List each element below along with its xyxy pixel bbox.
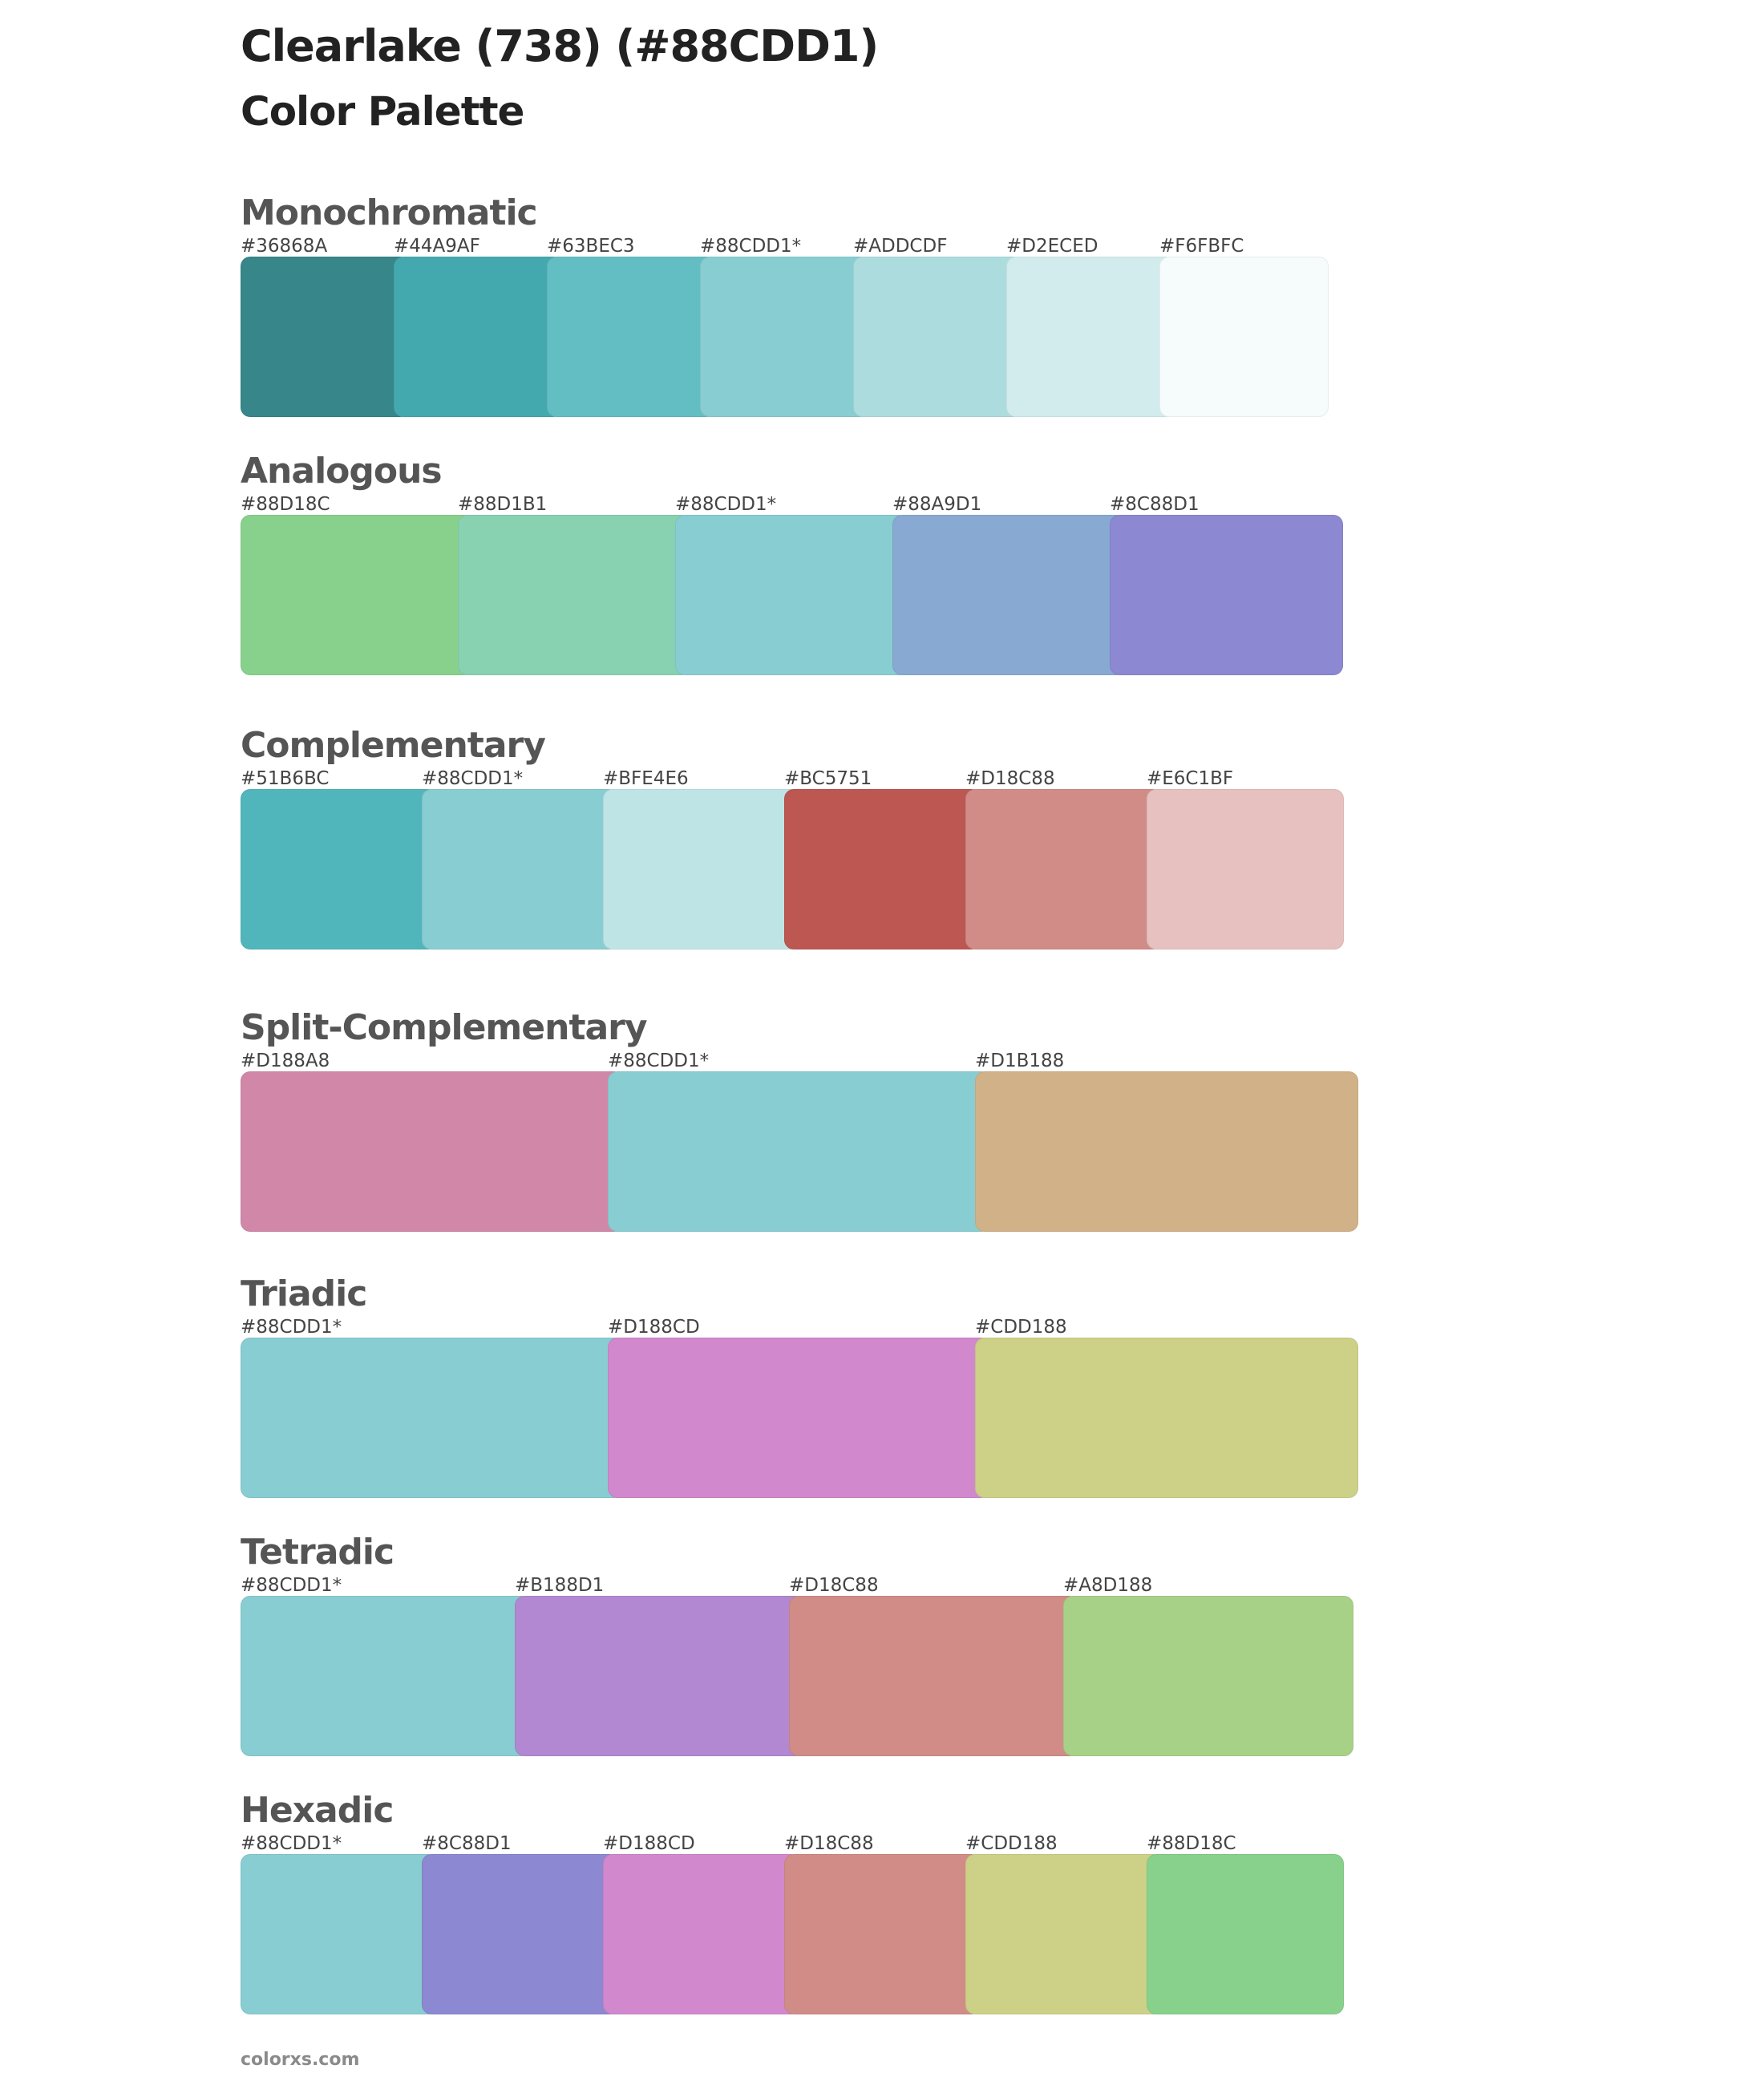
swatch-hex-label: #44A9AF	[394, 236, 480, 257]
section-analogous: Analogous #88D18C #88D1B1 #88CDD1* #88A9D1 #8…	[241, 449, 1343, 675]
color-swatch[interactable]	[608, 1071, 991, 1232]
swatch-hex-label: #D188A8	[241, 1051, 330, 1071]
swatch-hex-label: #D18C88	[784, 1833, 874, 1854]
color-swatch[interactable]	[241, 789, 438, 949]
swatch-hex-label: #8C88D1	[422, 1833, 512, 1854]
color-swatch[interactable]	[394, 257, 563, 417]
swatch-hex-label: #D2ECED	[1006, 236, 1098, 257]
color-swatch[interactable]	[965, 789, 1163, 949]
swatch-hex-label: #BC5751	[784, 768, 872, 789]
section-title: Triadic	[241, 1273, 367, 1314]
color-swatch[interactable]	[515, 1596, 805, 1756]
swatch-hex-label: #BFE4E6	[603, 768, 689, 789]
swatch-labels: #88D18C #88D1B1 #88CDD1* #88A9D1 #8C88D1	[241, 494, 1200, 515]
color-swatch[interactable]	[892, 515, 1126, 675]
color-swatch[interactable]	[241, 1596, 531, 1756]
swatch-hex-label: #F6FBFC	[1159, 236, 1244, 257]
color-swatch[interactable]	[1110, 515, 1343, 675]
swatch-hex-label: #CDD188	[975, 1317, 1067, 1338]
color-swatch[interactable]	[241, 257, 410, 417]
section-title: Tetradic	[241, 1532, 394, 1573]
color-swatch[interactable]	[784, 789, 981, 949]
swatch-hex-label: #E6C1BF	[1147, 768, 1234, 789]
swatch-hex-label: #D188CD	[603, 1833, 695, 1854]
swatch-hex-label: #88CDD1*	[700, 236, 802, 257]
color-swatch[interactable]	[241, 515, 474, 675]
swatch-labels: #D188A8 #88CDD1* #D1B188	[241, 1051, 1064, 1071]
section-title: Hexadic	[241, 1790, 394, 1831]
color-swatch[interactable]	[547, 257, 716, 417]
section-monochromatic: Monochromatic #36868A #44A9AF #63BEC3 #88CDD…	[241, 191, 1329, 417]
swatch-strip	[241, 1338, 1358, 1498]
color-swatch[interactable]	[1006, 257, 1175, 417]
section-tetradic: Tetradic #88CDD1* #B188D1 #D18C88 #A8D188	[241, 1530, 1353, 1756]
swatch-labels: #88CDD1* #8C88D1 #D188CD #D18C88 #CDD188 #88D…	[241, 1833, 1236, 1854]
swatch-strip	[241, 1071, 1358, 1232]
page-subtitle: Color Palette	[241, 88, 524, 135]
footer-site-name: colorxs.com	[241, 2050, 360, 2070]
swatch-labels: #51B6BC #88CDD1* #BFE4E6 #BC5751 #D18C88 #E6C…	[241, 768, 1233, 789]
swatch-hex-label: #51B6BC	[241, 768, 330, 789]
swatch-hex-label: #CDD188	[965, 1833, 1058, 1854]
color-swatch[interactable]	[784, 1854, 981, 2014]
color-swatch[interactable]	[241, 1854, 438, 2014]
section-title: Analogous	[241, 451, 443, 492]
swatch-hex-label: #D18C88	[965, 768, 1055, 789]
color-swatch[interactable]	[603, 1854, 800, 2014]
color-swatch[interactable]	[965, 1854, 1163, 2014]
color-swatch[interactable]	[241, 1071, 624, 1232]
swatch-hex-label: #88CDD1*	[675, 494, 777, 515]
swatch-hex-label: #88CDD1*	[241, 1575, 342, 1596]
color-swatch[interactable]	[1063, 1596, 1353, 1756]
swatch-labels: #88CDD1* #D188CD #CDD188	[241, 1317, 1067, 1338]
swatch-hex-label: #88CDD1*	[241, 1317, 342, 1338]
swatch-hex-label: #D1B188	[975, 1051, 1065, 1071]
swatch-hex-label: #88CDD1*	[608, 1051, 710, 1071]
swatch-hex-label: #D18C88	[789, 1575, 879, 1596]
swatch-labels: #36868A #44A9AF #63BEC3 #88CDD1* #ADDCDF #D2E…	[241, 236, 1244, 257]
swatch-hex-label: #A8D188	[1063, 1575, 1153, 1596]
color-swatch[interactable]	[700, 257, 869, 417]
section-split-complementary: Split-Complementary #D188A8 #88CDD1* #D1B18…	[241, 1006, 1358, 1232]
swatch-hex-label: #88D18C	[1147, 1833, 1236, 1854]
swatch-hex-label: #D188CD	[608, 1317, 700, 1338]
swatch-strip	[241, 1596, 1353, 1756]
color-swatch[interactable]	[458, 515, 691, 675]
section-hexadic: Hexadic #88CDD1* #8C88D1 #D188CD #D18C88 #CDD…	[241, 1788, 1344, 2014]
swatch-hex-label: #B188D1	[515, 1575, 605, 1596]
swatch-hex-label: #8C88D1	[1110, 494, 1200, 515]
swatch-hex-label: #88CDD1*	[241, 1833, 342, 1854]
section-title: Monochromatic	[241, 192, 538, 233]
swatch-hex-label: #88A9D1	[892, 494, 982, 515]
section-title: Complementary	[241, 725, 546, 766]
swatch-strip	[241, 1854, 1344, 2014]
swatch-hex-label: #88CDD1*	[422, 768, 524, 789]
section-title: Split-Complementary	[241, 1007, 648, 1048]
swatch-hex-label: #88D1B1	[458, 494, 548, 515]
color-swatch[interactable]	[603, 789, 800, 949]
color-swatch[interactable]	[675, 515, 908, 675]
swatch-hex-label: #63BEC3	[547, 236, 635, 257]
color-swatch[interactable]	[1159, 257, 1329, 417]
swatch-hex-label: #36868A	[241, 236, 328, 257]
page-title: Clearlake (738) (#88CDD1)	[241, 21, 879, 71]
color-swatch[interactable]	[975, 1071, 1358, 1232]
color-swatch[interactable]	[853, 257, 1022, 417]
color-swatch[interactable]	[1147, 789, 1344, 949]
section-complementary: Complementary #51B6BC #88CDD1* #BFE4E6 #BC57…	[241, 723, 1344, 949]
color-swatch[interactable]	[975, 1338, 1358, 1498]
swatch-strip	[241, 515, 1343, 675]
swatch-labels: #88CDD1* #B188D1 #D18C88 #A8D188	[241, 1575, 1152, 1596]
color-swatch[interactable]	[422, 789, 619, 949]
swatch-hex-label: #88D18C	[241, 494, 330, 515]
swatch-strip	[241, 789, 1344, 949]
color-swatch[interactable]	[789, 1596, 1079, 1756]
swatch-strip	[241, 257, 1329, 417]
section-triadic: Triadic #88CDD1* #D188CD #CDD188	[241, 1272, 1358, 1498]
color-swatch[interactable]	[608, 1338, 991, 1498]
color-swatch[interactable]	[1147, 1854, 1344, 2014]
color-swatch[interactable]	[241, 1338, 624, 1498]
color-swatch[interactable]	[422, 1854, 619, 2014]
swatch-hex-label: #ADDCDF	[853, 236, 948, 257]
